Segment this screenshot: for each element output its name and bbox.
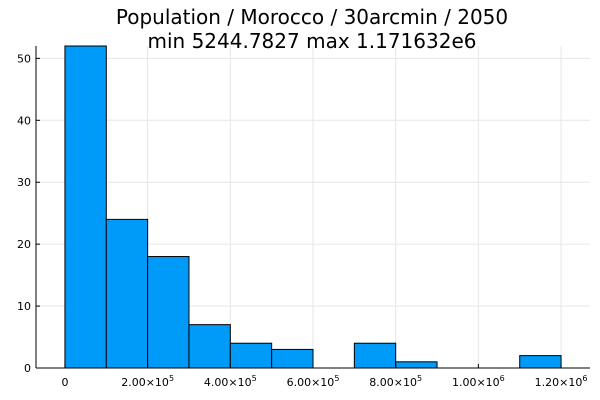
x-tick-label-6: 1.20×106 (535, 374, 588, 389)
histogram-bar-7 (353, 342, 397, 369)
y-tick-label-1: 10 (17, 300, 31, 313)
histogram-bar-11 (519, 355, 562, 369)
y-tick-label-3: 30 (17, 176, 31, 189)
x-tick-label-3: 6.00×105 (287, 374, 340, 389)
histogram-bar-2 (147, 256, 190, 369)
x-tick-label-1: 2.00×105 (121, 374, 174, 389)
chart-title: Population / Morocco / 30arcmin / 2050 m… (116, 5, 508, 53)
y-tick-label-0: 0 (24, 362, 31, 375)
histogram-bar-0 (64, 45, 107, 369)
histogram-bar-3 (188, 324, 231, 369)
y-axis-ticks: 0 10 20 30 40 50 (17, 52, 40, 375)
x-tick-label-0: 0 (61, 376, 68, 389)
histogram-bar-4 (229, 342, 273, 369)
histogram-bar-5 (271, 348, 314, 369)
y-tick-label-2: 20 (17, 238, 31, 251)
histogram-bar-1 (105, 218, 149, 369)
chart-title-line-1: Population / Morocco / 30arcmin / 2050 (116, 5, 508, 29)
y-tick-label-5: 50 (17, 52, 31, 65)
y-tick-label-4: 40 (17, 114, 31, 127)
x-tick-label-2: 4.00×105 (204, 374, 257, 389)
histogram-bars (64, 45, 562, 369)
x-axis-ticks: 0 2.00×105 4.00×105 6.00×105 8.00×105 1.00×10… (61, 364, 587, 389)
x-tick-label-4: 8.00×105 (369, 374, 422, 389)
grid-lines (36, 46, 590, 369)
x-tick-label-5: 1.00×106 (452, 374, 505, 389)
histogram-bar-8 (395, 361, 438, 369)
chart-title-line-2: min 5244.7827 max 1.171632e6 (148, 29, 477, 53)
